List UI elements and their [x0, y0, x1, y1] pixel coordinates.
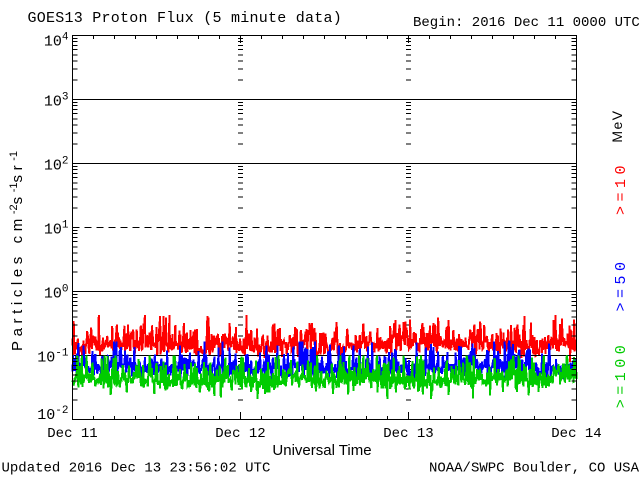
- svg-text:Dec 14: Dec 14: [551, 426, 601, 442]
- svg-text:Begin: 2016 Dec 11 0000 UTC: Begin: 2016 Dec 11 0000 UTC: [413, 15, 640, 31]
- svg-text:Universal Time: Universal Time: [272, 442, 371, 459]
- svg-text:>=10: >=10: [613, 161, 630, 215]
- svg-text:Updated 2016 Dec 13 23:56:02 U: Updated 2016 Dec 13 23:56:02 UTC: [2, 461, 271, 477]
- svg-text:>=100: >=100: [613, 341, 630, 409]
- svg-text:MeV: MeV: [609, 109, 625, 142]
- svg-text:Dec 13: Dec 13: [383, 426, 433, 442]
- svg-text:GOES13 Proton Flux (5 minute d: GOES13 Proton Flux (5 minute data): [28, 10, 343, 27]
- svg-text:Dec 12: Dec 12: [215, 426, 265, 442]
- svg-text:>=50: >=50: [613, 257, 630, 311]
- svg-text:NOAA/SWPC Boulder, CO USA: NOAA/SWPC Boulder, CO USA: [429, 461, 640, 477]
- svg-text:Dec 11: Dec 11: [47, 426, 97, 442]
- svg-text:Particles cm-2s-1sr-1: Particles cm-2s-1sr-1: [8, 151, 26, 351]
